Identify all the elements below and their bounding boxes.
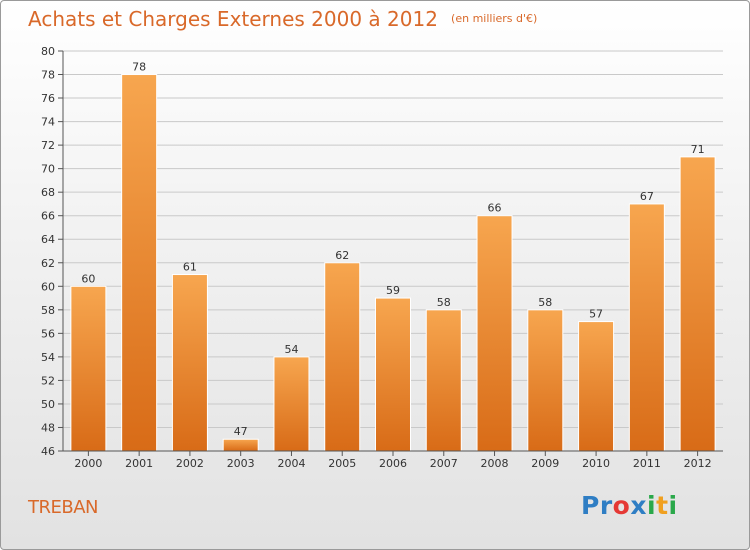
y-tick-label: 74 <box>41 116 55 129</box>
chart-title: Achats et Charges Externes 2000 à 2012 <box>28 7 438 31</box>
x-tick-label: 2010 <box>582 457 610 470</box>
x-tick-label: 2011 <box>633 457 661 470</box>
x-tick-label: 2000 <box>74 457 102 470</box>
y-tick-label: 72 <box>41 139 55 152</box>
value-label: 54 <box>284 343 298 356</box>
bar-2008 <box>476 215 513 452</box>
y-tick-label: 68 <box>41 186 55 199</box>
x-tick-label: 2005 <box>328 457 356 470</box>
value-label: 78 <box>132 61 146 74</box>
value-label: 67 <box>640 190 654 203</box>
x-tick-label: 2001 <box>125 457 153 470</box>
y-tick-label: 70 <box>41 163 55 176</box>
y-tick-label: 60 <box>41 280 55 293</box>
x-tick-label: 2006 <box>379 457 407 470</box>
bar-2003 <box>222 438 259 452</box>
logo-letter: o <box>612 491 631 520</box>
y-tick-label: 56 <box>41 327 55 340</box>
logo-letter: t <box>656 491 669 520</box>
x-tick-label: 2004 <box>277 457 305 470</box>
logo-letter: i <box>668 491 678 520</box>
value-label: 66 <box>488 202 502 215</box>
value-label: 57 <box>589 308 603 321</box>
bar-2005 <box>324 262 361 452</box>
y-tick-label: 50 <box>41 398 55 411</box>
bars <box>70 74 716 452</box>
x-tick-label: 2008 <box>481 457 509 470</box>
y-tick-label: 64 <box>41 233 55 246</box>
bar-2009 <box>527 309 564 452</box>
value-label: 47 <box>234 425 248 438</box>
y-tick-label: 58 <box>41 304 55 317</box>
value-label: 60 <box>81 272 95 285</box>
logo-letter: P <box>581 491 600 520</box>
value-label: 58 <box>538 296 552 309</box>
y-tick-label: 78 <box>41 69 55 82</box>
bar-2007 <box>425 309 462 452</box>
y-tick-label: 52 <box>41 374 55 387</box>
x-axis: 2000 2001 2002 2003 2004 2005 2006 2007 2008 2009… <box>63 450 723 470</box>
x-tick-label: 2009 <box>531 457 559 470</box>
y-tick-label: 54 <box>41 351 55 364</box>
x-tick-label: 2003 <box>227 457 255 470</box>
title-line: Achats et Charges Externes 2000 à 2012 (… <box>28 7 537 31</box>
x-tick-label: 2002 <box>176 457 204 470</box>
place-name: TREBAN <box>28 497 99 518</box>
bar-2004 <box>273 356 310 452</box>
x-tick-label: 2007 <box>430 457 458 470</box>
value-label: 62 <box>335 249 349 262</box>
bar-2000 <box>70 285 107 452</box>
value-labels: 60 78 61 47 54 62 59 58 66 58 57 67 71 <box>81 61 704 439</box>
y-tick-label: 48 <box>41 421 55 434</box>
x-tick-label: 2012 <box>684 457 712 470</box>
bar-2010 <box>578 321 615 452</box>
y-axis: 46 48 50 52 54 56 58 60 62 64 66 68 70 72 74 76 78 80 <box>41 45 64 458</box>
chart-unit: (en milliers d'€) <box>451 12 538 25</box>
y-tick-label: 76 <box>41 92 55 105</box>
bar-2002 <box>171 274 208 452</box>
value-label: 61 <box>183 261 197 274</box>
bar-2001 <box>121 74 158 452</box>
y-tick-label: 80 <box>41 45 55 58</box>
value-label: 59 <box>386 284 400 297</box>
logo-letter: x <box>630 491 647 520</box>
proxiti-logo[interactable]: Proxiti <box>581 491 678 520</box>
y-tick-label: 62 <box>41 257 55 270</box>
bar-2006 <box>375 297 411 452</box>
value-label: 58 <box>437 296 451 309</box>
bar-2012 <box>679 156 716 452</box>
logo-letter: r <box>599 491 613 520</box>
y-tick-label: 66 <box>41 210 55 223</box>
bar-2011 <box>628 203 665 452</box>
logo-letter: i <box>647 491 657 520</box>
value-label: 71 <box>691 143 705 156</box>
y-tick-label: 46 <box>41 445 55 458</box>
